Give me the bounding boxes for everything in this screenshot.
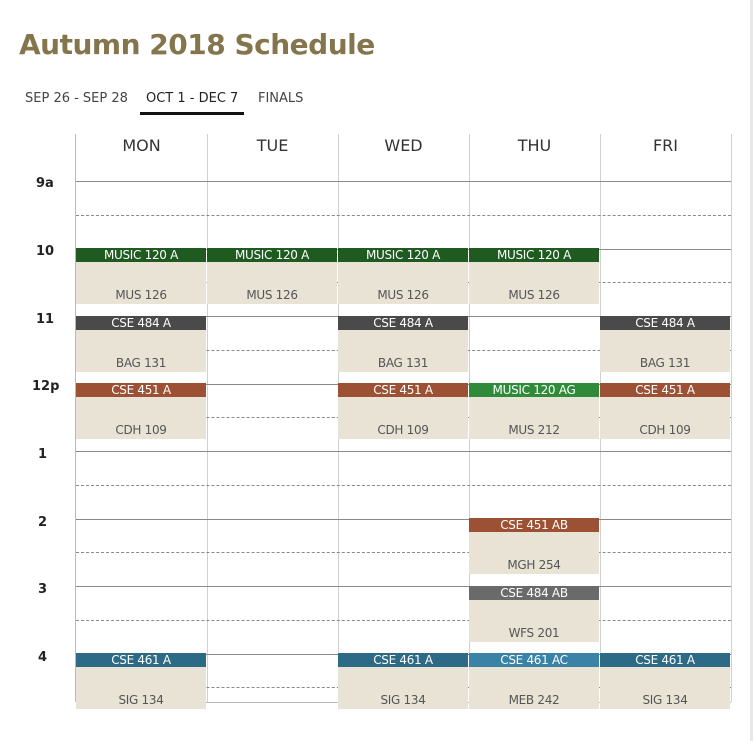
hour-label: 12p	[32, 379, 60, 394]
class-event[interactable]: CSE 484 A BAG 131	[76, 316, 206, 372]
room-label: CDH 109	[639, 423, 691, 437]
room-label: BAG 131	[639, 356, 691, 370]
course-label: MUSIC 120 A	[207, 248, 337, 262]
event-body: CDH 109	[600, 397, 730, 439]
course-label: MUSIC 120 A	[76, 248, 206, 262]
day-header-wed: WED	[384, 136, 423, 155]
course-label: CSE 451 A	[76, 383, 206, 397]
room-label: MUS 126	[115, 288, 167, 302]
hour-label: 9a	[36, 176, 54, 191]
day-header-thu: THU	[517, 136, 552, 155]
course-label: CSE 451 A	[600, 383, 730, 397]
hour-label: 11	[36, 312, 55, 327]
half-hour-line	[76, 485, 731, 486]
event-body: SIG 134	[338, 667, 468, 709]
class-event[interactable]: CSE 461 A SIG 134	[76, 653, 206, 709]
course-label: CSE 461 A	[600, 653, 730, 667]
room-label: SIG 134	[642, 693, 688, 707]
class-event[interactable]: CSE 461 A SIG 134	[600, 653, 730, 709]
event-body: WFS 201	[469, 600, 599, 642]
tab-finals[interactable]: FINALS	[258, 91, 304, 106]
hour-line	[76, 586, 731, 587]
room-label: MUS 212	[508, 423, 560, 437]
half-hour-line	[76, 215, 731, 216]
scrollbar-track[interactable]	[750, 0, 753, 741]
half-hour-line	[76, 620, 731, 621]
event-body: CDH 109	[338, 397, 468, 439]
course-label: CSE 461 AC	[469, 653, 599, 667]
course-label: CSE 461 A	[338, 653, 468, 667]
hour-label: 1	[38, 447, 48, 462]
room-label: WFS 201	[508, 626, 560, 640]
room-label: MUS 126	[377, 288, 429, 302]
day-header-tue: TUE	[256, 136, 289, 155]
event-body: MUS 126	[338, 262, 468, 304]
tab-sep-26-sep-28[interactable]: SEP 26 - SEP 28	[25, 91, 128, 106]
event-body: CDH 109	[76, 397, 206, 439]
room-label: MUS 126	[508, 288, 560, 302]
course-label: CSE 451 AB	[469, 518, 599, 532]
class-event[interactable]: CSE 484 A BAG 131	[600, 316, 730, 372]
course-label: CSE 461 A	[76, 653, 206, 667]
course-label: CSE 484 A	[600, 316, 730, 330]
course-label: CSE 451 A	[338, 383, 468, 397]
room-label: MUS 126	[246, 288, 298, 302]
column-divider	[207, 134, 208, 702]
class-event[interactable]: MUSIC 120 A MUS 126	[76, 248, 206, 304]
room-label: CDH 109	[377, 423, 429, 437]
hour-line	[76, 519, 731, 520]
event-body: MEB 242	[469, 667, 599, 709]
class-event[interactable]: MUSIC 120 A MUS 126	[338, 248, 468, 304]
course-label: CSE 484 AB	[469, 586, 599, 600]
column-divider	[75, 134, 76, 702]
half-hour-line	[76, 552, 731, 553]
hour-line	[76, 181, 731, 182]
hour-label: 3	[38, 582, 48, 597]
class-event[interactable]: CSE 451 AB MGH 254	[469, 518, 599, 574]
event-body: MUS 126	[469, 262, 599, 304]
course-label: MUSIC 120 A	[469, 248, 599, 262]
room-label: MEB 242	[508, 693, 560, 707]
room-label: BAG 131	[377, 356, 429, 370]
hour-label: 4	[38, 650, 48, 665]
event-body: MUS 126	[207, 262, 337, 304]
class-event[interactable]: CSE 451 A CDH 109	[338, 383, 468, 439]
event-body: MUS 212	[469, 397, 599, 439]
class-event[interactable]: CSE 461 AC MEB 242	[469, 653, 599, 709]
column-divider	[731, 134, 732, 702]
day-header-mon: MON	[122, 136, 161, 155]
hour-label: 10	[36, 244, 55, 259]
event-body: SIG 134	[76, 667, 206, 709]
event-body: BAG 131	[76, 330, 206, 372]
tab-oct-1-dec-7[interactable]: OCT 1 - DEC 7	[140, 88, 245, 115]
hour-line	[76, 451, 731, 452]
course-label: MUSIC 120 AG	[469, 383, 599, 397]
room-label: BAG 131	[115, 356, 167, 370]
day-header-fri: FRI	[652, 136, 679, 155]
room-label: MGH 254	[507, 558, 561, 572]
class-event[interactable]: MUSIC 120 A MUS 126	[469, 248, 599, 304]
room-label: CDH 109	[115, 423, 167, 437]
class-event[interactable]: MUSIC 120 A MUS 126	[207, 248, 337, 304]
event-body: BAG 131	[338, 330, 468, 372]
hour-label: 2	[38, 515, 48, 530]
event-body: MGH 254	[469, 532, 599, 574]
class-event[interactable]: CSE 461 A SIG 134	[338, 653, 468, 709]
event-body: BAG 131	[600, 330, 730, 372]
course-label: CSE 484 A	[76, 316, 206, 330]
course-label: CSE 484 A	[338, 316, 468, 330]
room-label: SIG 134	[118, 693, 164, 707]
course-label: MUSIC 120 A	[338, 248, 468, 262]
class-event[interactable]: CSE 451 A CDH 109	[600, 383, 730, 439]
page-title: Autumn 2018 Schedule	[19, 28, 375, 61]
class-event[interactable]: MUSIC 120 AG MUS 212	[469, 383, 599, 439]
room-label: SIG 134	[380, 693, 426, 707]
event-body: MUS 126	[76, 262, 206, 304]
class-event[interactable]: CSE 451 A CDH 109	[76, 383, 206, 439]
event-body: SIG 134	[600, 667, 730, 709]
class-event[interactable]: CSE 484 AB WFS 201	[469, 586, 599, 642]
class-event[interactable]: CSE 484 A BAG 131	[338, 316, 468, 372]
